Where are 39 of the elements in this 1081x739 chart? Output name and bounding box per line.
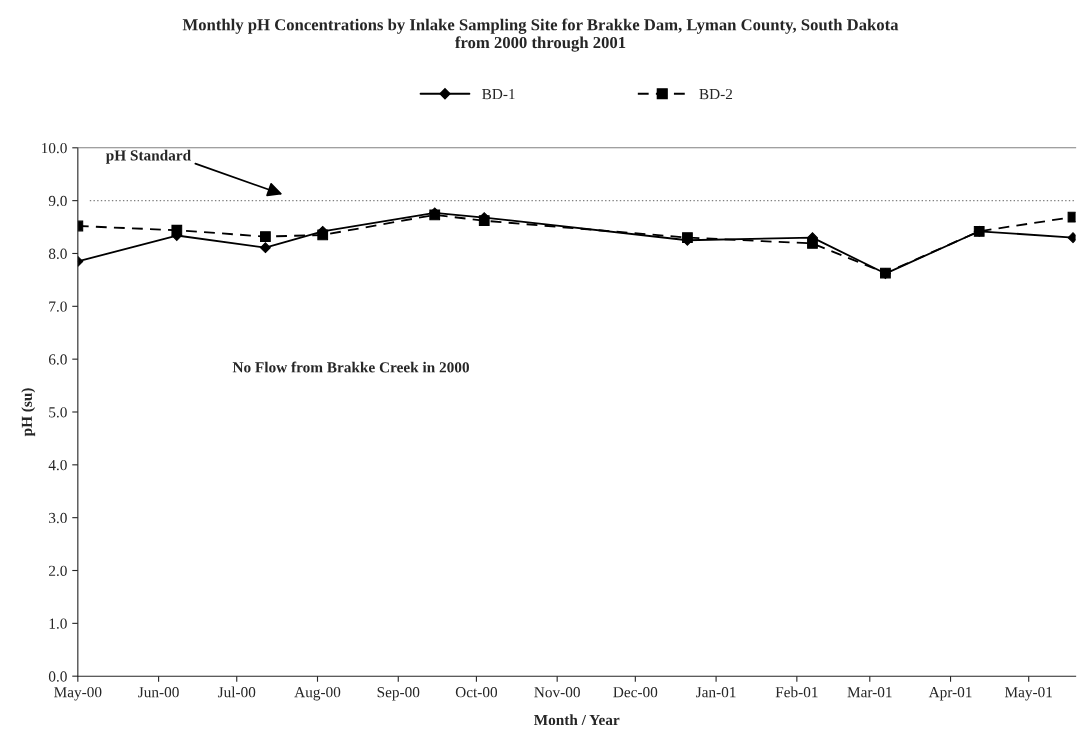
ref-line-label: pH Standard	[105, 149, 191, 164]
x-tick-label: Oct-00	[455, 687, 498, 698]
x-tick-label: Sep-00	[377, 687, 420, 701]
point	[478, 215, 490, 227]
y-tick-label: 4.0	[48, 459, 67, 471]
x-tick-label: May-01	[1004, 687, 1052, 701]
x-tick-label: Mar-01	[847, 687, 892, 698]
point	[807, 238, 818, 249]
y-tick-label: 5.0	[49, 407, 67, 418]
y-tick-label: 8.0	[48, 248, 67, 259]
point	[260, 231, 271, 242]
y-tick-label: 10.0	[42, 142, 67, 154]
y-tick-label: 1.0	[49, 618, 67, 629]
x-tick-label: May-00	[54, 687, 102, 701]
y-axis-title: pH (su)	[21, 388, 36, 437]
y-tick-label: 2.0	[48, 565, 67, 577]
x-tick-label: Jul-00	[217, 686, 256, 698]
x-tick-label: Apr-01	[928, 687, 972, 701]
x-axis-title: Month / Year	[533, 714, 620, 726]
annotation: No Flow from Brakke Creek in 2000	[232, 361, 469, 373]
x-tick-label: Feb-01	[775, 686, 818, 698]
y-tick-label: 9.0	[48, 195, 67, 207]
x-tick-label: Jun-00	[138, 687, 179, 698]
x-tick-label: Jan-01	[696, 687, 736, 698]
x-tick-label: Dec-00	[613, 687, 658, 698]
x-tick-label: Nov-00	[534, 687, 580, 698]
point	[317, 229, 329, 241]
point	[171, 224, 183, 236]
x-tick-label: Aug-00	[294, 687, 341, 701]
y-tick-label: 7.0	[49, 301, 67, 312]
point	[880, 267, 891, 279]
point	[259, 242, 271, 254]
point	[973, 225, 985, 237]
legend-label: BD-2	[699, 88, 733, 100]
y-tick-label: 0.0	[48, 671, 67, 682]
y-tick-label: 3.0	[49, 512, 67, 524]
legend-label: BD-1	[482, 89, 515, 100]
y-tick-label: 6.0	[48, 354, 67, 365]
chart-title: Monthly pH Concentrations by Inlake Sampling Site for Brakke Dam, Lyman County, South Dakota from 2000 through 2001	[182, 18, 899, 52]
